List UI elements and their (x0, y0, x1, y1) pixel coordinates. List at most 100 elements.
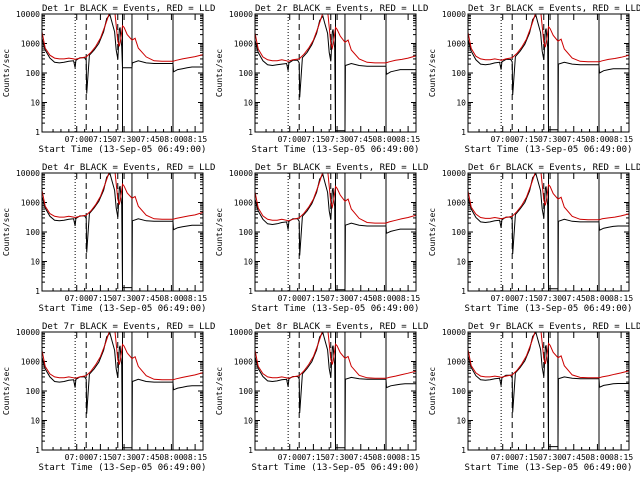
y-tick-label: 1 (35, 446, 40, 455)
panel-3: Det 3r BLACK = Events, RED = LLD 1 10 100 10… (428, 4, 640, 155)
x-tick-label: 08:15 (609, 294, 633, 303)
y-tick-label: 1000 (447, 40, 466, 49)
plot-area (42, 332, 203, 449)
x-tick-label: 07:30 (325, 294, 349, 303)
series-lld (255, 14, 416, 64)
x-tick-label: 07:00 (278, 294, 302, 303)
y-tick-label: 10000 (16, 10, 40, 19)
y-tick-label: 10 (243, 417, 253, 426)
y-tick-label: 1 (248, 287, 253, 296)
x-tick-label: 08:15 (183, 453, 207, 462)
y-tick-label: 100 (239, 69, 254, 78)
x-tick-label: 08:15 (396, 453, 420, 462)
x-tick-label: 07:45 (562, 453, 586, 462)
y-tick-label: 10000 (16, 328, 40, 337)
series-events (468, 14, 629, 131)
plot-frame (41, 331, 204, 451)
x-tick-label: 07:00 (278, 135, 302, 144)
x-tick-label: 07:30 (538, 135, 562, 144)
panel-title: Det 5r BLACK = Events, RED = LLD (255, 163, 428, 173)
panel-title: Det 1r BLACK = Events, RED = LLD (42, 4, 215, 14)
panel-title: Det 2r BLACK = Events, RED = LLD (255, 4, 428, 14)
series-lld (42, 332, 203, 381)
x-tick-label: 07:30 (325, 453, 349, 462)
x-axis-label: Start Time (13-Sep-05 06:49:00) (39, 304, 207, 314)
series-lld (468, 332, 629, 379)
y-tick-label: 10 (30, 258, 40, 267)
y-tick-label: 10 (243, 258, 253, 267)
y-tick-label: 10000 (229, 328, 253, 337)
y-tick-label: 1000 (234, 358, 253, 367)
series-lld (42, 173, 203, 220)
series-events (255, 332, 416, 449)
panel-8: Det 8r BLACK = Events, RED = LLD 1 10 100 10… (215, 322, 428, 473)
x-tick-label: 07:00 (278, 453, 302, 462)
y-axis-label: Counts/sec (215, 208, 224, 256)
y-tick-label: 1 (248, 128, 253, 137)
x-tick-label: 07:30 (538, 453, 562, 462)
x-tick-label: 07:45 (136, 135, 160, 144)
panel-title: Det 4r BLACK = Events, RED = LLD (42, 163, 215, 173)
y-tick-label: 100 (452, 387, 467, 396)
y-tick-label: 10000 (442, 10, 466, 19)
y-axis-label: Counts/sec (2, 49, 11, 97)
y-tick-label: 10 (456, 417, 466, 426)
y-tick-label: 100 (26, 387, 41, 396)
x-tick-label: 07:30 (112, 294, 136, 303)
series-lld (42, 14, 203, 62)
series-lld (255, 173, 416, 224)
x-tick-label: 07:15 (301, 294, 325, 303)
series-lld (468, 173, 629, 221)
y-tick-label: 10 (456, 99, 466, 108)
x-axis-label: Start Time (13-Sep-05 06:49:00) (39, 145, 207, 155)
y-tick-label: 10 (243, 99, 253, 108)
y-tick-label: 10000 (442, 328, 466, 337)
panel-7: Det 7r BLACK = Events, RED = LLD 1 10 100 10… (2, 322, 215, 473)
x-tick-label: 07:00 (491, 294, 515, 303)
x-tick-label: 07:45 (349, 294, 373, 303)
panel-title: Det 3r BLACK = Events, RED = LLD (468, 4, 640, 14)
panel-2: Det 2r BLACK = Events, RED = LLD 1 10 100 10… (215, 4, 428, 155)
x-tick-label: 08:00 (372, 453, 396, 462)
x-tick-label: 07:15 (301, 135, 325, 144)
x-axis-label: Start Time (13-Sep-05 06:49:00) (252, 463, 420, 473)
plot-frame (41, 13, 204, 133)
y-tick-label: 10000 (16, 169, 40, 178)
x-axis-label: Start Time (13-Sep-05 06:49:00) (39, 463, 207, 473)
y-tick-label: 100 (452, 69, 467, 78)
panel-title: Det 6r BLACK = Events, RED = LLD (468, 163, 640, 173)
x-tick-label: 07:15 (514, 453, 538, 462)
y-tick-label: 1000 (21, 199, 40, 208)
x-tick-label: 08:00 (585, 453, 609, 462)
plot-frame (467, 13, 630, 133)
x-axis-label: Start Time (13-Sep-05 06:49:00) (465, 145, 633, 155)
x-tick-label: 07:15 (88, 294, 112, 303)
x-tick-label: 07:45 (349, 453, 373, 462)
x-tick-label: 07:00 (65, 135, 89, 144)
panel-6: Det 6r BLACK = Events, RED = LLD 1 10 100 10… (428, 163, 640, 314)
x-axis-label: Start Time (13-Sep-05 06:49:00) (465, 463, 633, 473)
plot-area (255, 14, 416, 132)
panel-5: Det 5r BLACK = Events, RED = LLD 1 10 100 10… (215, 163, 428, 314)
y-tick-label: 10000 (229, 10, 253, 19)
panel-9: Det 9r BLACK = Events, RED = LLD 1 10 100 10… (428, 322, 640, 473)
panel-title: Det 9r BLACK = Events, RED = LLD (468, 322, 640, 332)
x-tick-label: 07:15 (88, 135, 112, 144)
y-tick-label: 10000 (229, 169, 253, 178)
y-tick-label: 10 (456, 258, 466, 267)
y-tick-label: 100 (239, 387, 254, 396)
plot-area (42, 173, 203, 289)
x-tick-label: 07:45 (562, 294, 586, 303)
plot-area (468, 173, 629, 290)
plot-frame (254, 331, 417, 451)
x-tick-label: 08:00 (159, 453, 183, 462)
y-axis-label: Counts/sec (2, 367, 11, 415)
x-tick-label: 08:15 (183, 135, 207, 144)
x-axis-label: Start Time (13-Sep-05 06:49:00) (252, 145, 420, 155)
y-tick-label: 1000 (447, 199, 466, 208)
y-tick-label: 100 (239, 228, 254, 237)
series-events (42, 332, 203, 449)
y-axis-label: Counts/sec (428, 208, 437, 256)
x-tick-label: 07:30 (112, 135, 136, 144)
